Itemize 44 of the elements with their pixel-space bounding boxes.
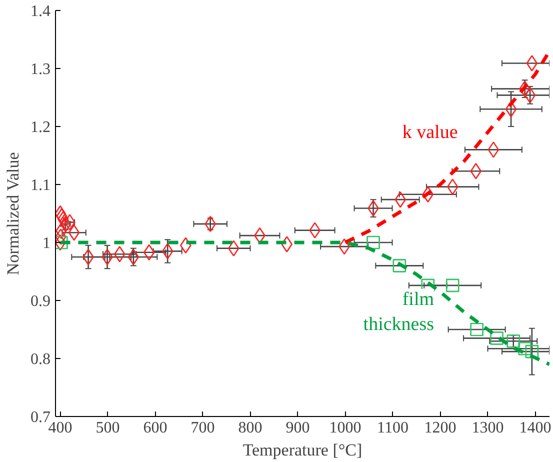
annotation: film thickness <box>363 289 434 336</box>
y-tick-label: 1.3 <box>30 61 50 78</box>
y-tick-label: 1 <box>42 235 50 252</box>
point <box>162 243 174 260</box>
x-tick-label: 1300 <box>472 420 504 436</box>
x-tick-label: 500 <box>96 420 120 436</box>
annotation: k value <box>402 122 458 143</box>
y-tick-label: 1.4 <box>30 3 50 20</box>
x-tick-label: 600 <box>143 420 168 436</box>
point <box>488 142 500 158</box>
point <box>114 246 126 262</box>
point <box>505 100 517 118</box>
point <box>422 186 434 203</box>
point <box>392 259 406 272</box>
point <box>68 224 80 241</box>
x-tick-label: 400 <box>48 420 72 436</box>
point <box>518 342 532 356</box>
point <box>524 87 536 104</box>
point <box>470 163 482 180</box>
x-tick-label: 800 <box>238 420 262 436</box>
point <box>506 334 520 348</box>
point <box>490 332 504 345</box>
point <box>143 244 155 261</box>
point <box>526 55 538 72</box>
point <box>446 178 458 195</box>
y-tick-label: 0.8 <box>30 351 50 368</box>
point <box>128 248 140 266</box>
y-axis-title: Normalized Value <box>4 152 22 276</box>
y-tick-label: 1.1 <box>30 177 50 194</box>
y-tick-label: 0.7 <box>30 409 50 426</box>
x-axis-title: Temperature [°C] <box>242 440 362 460</box>
x-tick-label: 1200 <box>424 420 456 436</box>
y-tick-label: 0.9 <box>30 293 50 310</box>
x-tick-label: 1100 <box>377 420 408 436</box>
point <box>470 322 484 336</box>
x-tick-label: 1400 <box>519 420 552 436</box>
point <box>446 278 460 292</box>
point <box>60 216 72 232</box>
x-tick-label: 1000 <box>329 420 362 436</box>
point <box>525 344 539 358</box>
x-tick-label: 900 <box>286 420 310 436</box>
y-tick-label: 1.2 <box>30 119 50 136</box>
x-tick-label: 700 <box>190 420 215 436</box>
point <box>228 240 240 256</box>
